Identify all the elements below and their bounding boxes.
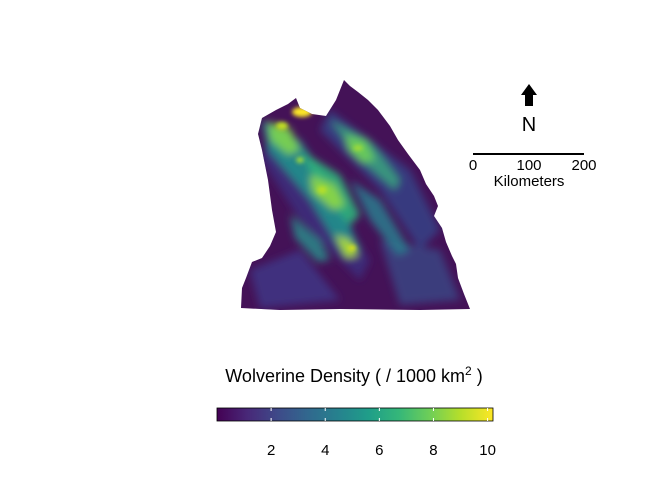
legend-ticks: 2 4 6 8 10 [267, 408, 496, 459]
legend-title-superscript: 2 [465, 364, 472, 378]
legend-colorbar [216, 407, 494, 422]
density-raster [241, 80, 470, 310]
density-bands [250, 110, 460, 308]
scale-tick-200: 200 [571, 157, 596, 174]
north-label: N [522, 114, 536, 136]
legend-title: Wolverine Density ( / 1000 km2 ) [225, 364, 482, 386]
north-arrow-icon [521, 84, 537, 106]
legend-tick-label: 4 [321, 442, 329, 459]
legend-tick-label: 2 [267, 442, 275, 459]
legend-title-end: ) [472, 366, 483, 386]
scale-bar: 0 100 200 Kilometers [469, 153, 597, 190]
scale-tick-100: 100 [516, 157, 541, 174]
scale-tick-0: 0 [469, 157, 477, 174]
legend-title-main: Wolverine Density ( / 1000 km [225, 366, 465, 386]
legend: Wolverine Density ( / 1000 km2 ) 2 4 6 8 10 [216, 364, 496, 459]
legend-tick-label: 8 [429, 442, 437, 459]
legend-tick-label: 10 [479, 442, 496, 459]
scale-unit-label: Kilometers [494, 173, 565, 190]
north-arrow: N [521, 84, 537, 136]
legend-tick-label: 6 [375, 442, 383, 459]
